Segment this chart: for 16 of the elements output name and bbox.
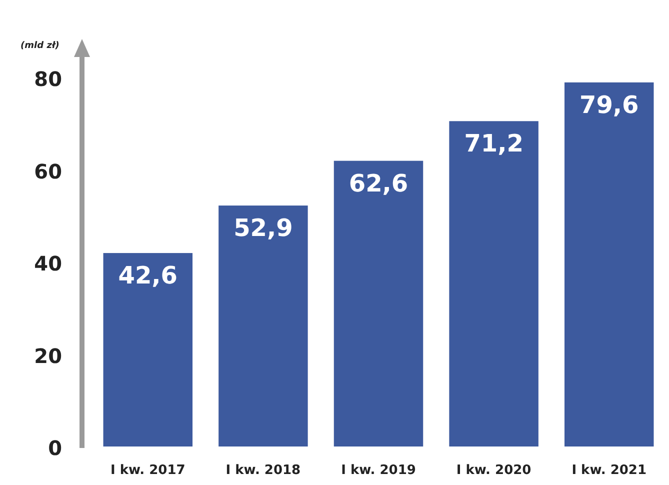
y-axis-title: (mld zł) bbox=[20, 41, 60, 51]
y-tick-label: 40 bbox=[34, 252, 62, 276]
x-tick-label: I kw. 2020 bbox=[456, 463, 532, 478]
y-tick-label: 0 bbox=[48, 436, 62, 460]
y-tick-label: 20 bbox=[34, 344, 62, 368]
x-tick-label: I kw. 2021 bbox=[572, 463, 647, 478]
data-label: 62,6 bbox=[348, 169, 408, 198]
x-tick-label: I kw. 2018 bbox=[226, 463, 301, 478]
y-tick-label: 80 bbox=[34, 67, 62, 92]
x-tick-label: I kw. 2017 bbox=[110, 463, 186, 478]
y-tick-label: 60 bbox=[34, 159, 62, 184]
data-label: 52,9 bbox=[234, 214, 293, 242]
data-label: 79,6 bbox=[580, 90, 639, 119]
data-label: 42,6 bbox=[118, 262, 178, 290]
data-label: 71,2 bbox=[464, 130, 524, 158]
x-tick-label: I kw. 2019 bbox=[341, 463, 416, 478]
